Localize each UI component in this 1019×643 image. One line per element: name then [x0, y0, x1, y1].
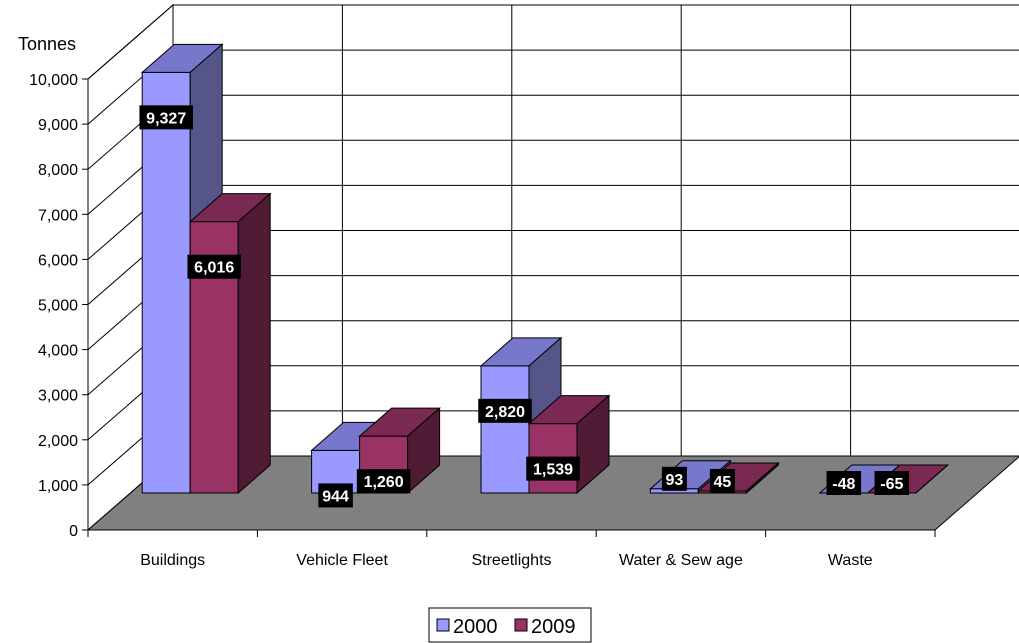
data-label: 944	[318, 483, 353, 508]
data-label-box	[139, 105, 193, 130]
axes: 0 1,000 2,000 3,000 4,000 5,000 6,000 7,000 8,00…	[29, 72, 936, 569]
data-label: 45	[709, 468, 735, 493]
data-label-box	[526, 456, 580, 481]
data-label-text: -48	[832, 476, 855, 493]
bar-2009	[188, 192, 272, 495]
data-label-box	[318, 483, 353, 508]
y-tick-label: 9,000	[38, 117, 78, 134]
y-tick-label: 1,000	[38, 478, 78, 495]
x-tick-label: Vehicle Fleet	[296, 552, 388, 569]
data-labels: 9,327 6,016 944 1,260 2,820 1,539 93 45 -48 -65	[139, 105, 910, 508]
data-label-box	[874, 471, 910, 495]
legend-swatch	[436, 618, 450, 632]
data-label-text: 1,260	[364, 474, 404, 491]
data-label: 93	[661, 466, 687, 491]
y-tick-label: 4,000	[38, 343, 78, 360]
legend-label: 2009	[531, 616, 576, 638]
bar-front	[141, 71, 191, 494]
data-label-box	[826, 471, 862, 495]
y-tick-label: 7,000	[38, 207, 78, 224]
data-label: 1,539	[526, 456, 580, 481]
data-label-text: 2,820	[485, 404, 525, 421]
data-label-text: 93	[666, 472, 684, 489]
data-label-box	[661, 466, 687, 491]
data-label-text: -65	[880, 476, 903, 493]
data-label-box	[478, 398, 532, 423]
data-label: 2,820	[478, 398, 532, 423]
legend-box	[428, 607, 592, 643]
data-label: 6,016	[187, 254, 241, 279]
data-label: 9,327	[139, 105, 193, 130]
x-tick-label: Waste	[828, 552, 873, 569]
legend-label: 2000	[453, 616, 498, 638]
y-tick-label: 8,000	[38, 162, 78, 179]
x-tick-label: Water & Sew age	[619, 552, 743, 569]
data-label: 1,260	[356, 469, 411, 494]
data-label: -48	[826, 471, 862, 495]
y-tick-label: 3,000	[38, 388, 78, 405]
y-tick-label: 5,000	[38, 298, 78, 315]
bar-front	[480, 365, 530, 494]
x-tick-label: Streetlights	[471, 552, 551, 569]
y-tick-label: 6,000	[38, 252, 78, 269]
y-tick-label: 0	[69, 523, 78, 540]
data-label-box	[356, 469, 411, 494]
legend-swatch	[514, 618, 528, 632]
y-axis-title: Tonnes	[18, 34, 76, 54]
y-tick-label: 10,000	[29, 72, 78, 89]
legend: 2000 2009	[428, 607, 592, 643]
y-tick-label: 2,000	[38, 433, 78, 450]
data-label: -65	[874, 471, 910, 495]
data-label-text: 9,327	[146, 110, 186, 127]
data-label-box	[709, 468, 735, 493]
data-label-text: 45	[714, 474, 732, 491]
data-label-text: 6,016	[194, 260, 234, 277]
data-label-box	[187, 254, 241, 279]
bar-side	[745, 461, 779, 495]
bar-side	[915, 464, 949, 494]
x-tick-label: Buildings	[140, 552, 205, 569]
bar-side	[237, 192, 271, 495]
data-label-text: 944	[322, 488, 349, 505]
bars	[140, 43, 950, 495]
data-label-text: 1,539	[533, 462, 573, 479]
gridline-y	[87, 4, 1019, 80]
